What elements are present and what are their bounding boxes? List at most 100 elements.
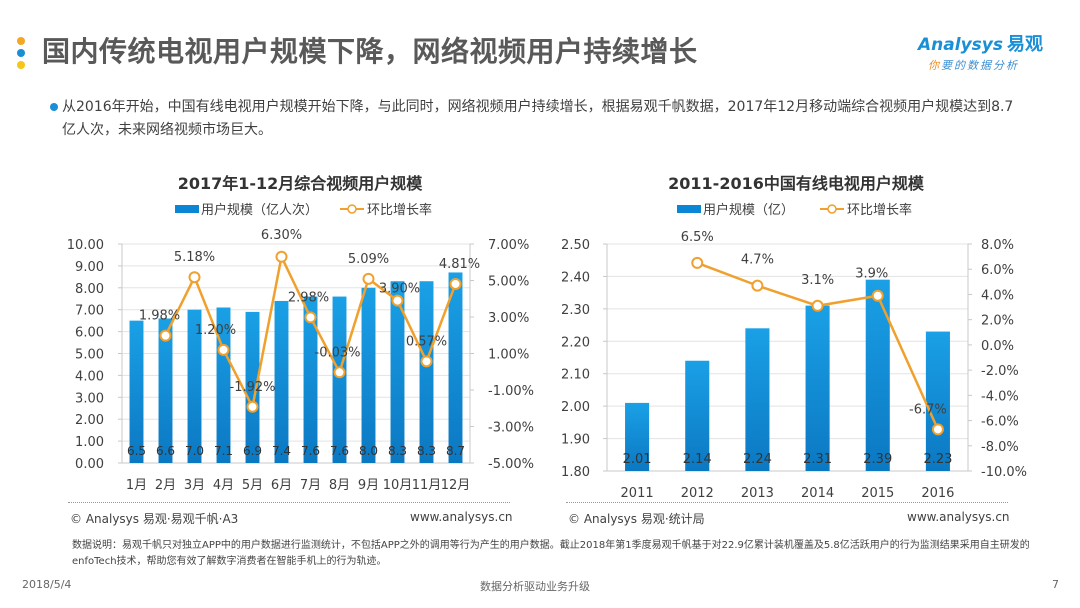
- right-axis-tick-label: 0.0%: [981, 339, 1014, 354]
- x-axis-tick-label: 2016: [921, 486, 954, 501]
- bar-value-label: 8.0: [359, 444, 378, 458]
- footer-date: 2018/5/4: [22, 578, 72, 591]
- left-axis-tick-label: 0.00: [75, 457, 104, 472]
- growth-rate-label: 3.90%: [379, 282, 420, 297]
- right-axis-tick-label: -3.00%: [488, 421, 534, 436]
- dot-yellow: [17, 61, 25, 69]
- analysys-logo: Analysys 易观 你要的数据分析: [918, 30, 1068, 73]
- legend-line-marker: [347, 204, 357, 214]
- right-axis-tick-label: -5.00%: [488, 457, 534, 472]
- x-axis-tick-label: 2013: [741, 486, 774, 501]
- left-axis-tick-label: 9.00: [75, 260, 104, 275]
- left-axis-tick-label: 1.90: [561, 433, 590, 448]
- right-chart-site: www.analysys.cn: [907, 510, 1010, 524]
- x-axis-tick-label: 6月: [271, 478, 292, 493]
- logo-brand-cn: 易观: [1006, 34, 1043, 55]
- growth-rate-point: [246, 400, 259, 413]
- bar: [129, 320, 144, 463]
- right-axis-tick-label: -6.0%: [981, 415, 1019, 430]
- bar: [390, 281, 405, 463]
- legend-line-marker: [827, 204, 837, 214]
- left-axis-tick-label: 2.40: [561, 270, 590, 285]
- growth-rate-point: [333, 366, 346, 379]
- bar-value-label: 7.1: [214, 444, 233, 458]
- page-number: 7: [1052, 578, 1059, 591]
- right-axis-tick-label: 2.0%: [981, 314, 1014, 329]
- x-axis-tick-label: 12月: [441, 478, 471, 493]
- bar: [685, 360, 710, 471]
- logo-brand-name: nalysys: [931, 35, 1003, 55]
- right-chart-source: © Analysys 易观·统计局: [568, 512, 705, 526]
- left-axis-tick-label: 10.00: [67, 238, 104, 253]
- bar-value-label: 2.31: [803, 452, 832, 467]
- bar: [745, 328, 770, 471]
- growth-rate-point: [188, 271, 201, 284]
- growth-rate-point: [391, 294, 404, 307]
- chart-title: 2017年1-12月综合视频用户规模: [178, 174, 424, 193]
- bar-value-label: 7.4: [272, 444, 291, 458]
- x-axis-tick-label: 2012: [681, 486, 714, 501]
- bar-value-label: 7.6: [301, 444, 320, 458]
- left-chart-site: www.analysys.cn: [410, 510, 513, 524]
- legend-bar-label: 用户规模（亿）: [703, 202, 794, 218]
- bar-value-label: 8.3: [388, 444, 407, 458]
- x-axis-tick-label: 4月: [213, 478, 234, 493]
- bar: [419, 281, 434, 463]
- growth-rate-label: 0.57%: [406, 334, 447, 349]
- logo-slogan-first: 你: [928, 59, 941, 72]
- bar: [158, 318, 173, 463]
- growth-rate-label: -0.03%: [315, 345, 361, 360]
- legend-bar-swatch: [677, 205, 701, 213]
- bullet-icon: [50, 103, 58, 111]
- growth-rate-label: -1.92%: [230, 380, 276, 395]
- growth-rate-point: [691, 256, 704, 269]
- x-axis-tick-label: 9月: [358, 478, 379, 493]
- logo-slogan-rest: 要的数据分析: [941, 59, 1019, 72]
- growth-rate-label: 6.5%: [681, 230, 714, 245]
- legend-bar-swatch: [175, 205, 199, 213]
- growth-rate-point: [304, 311, 317, 324]
- summary-text: 从2016年开始，中国有线电视用户规模开始下降，与此同时，网络视频用户持续增长，…: [62, 99, 1014, 138]
- bar-value-label: 6.9: [243, 444, 262, 458]
- legend-line-label: 环比增长率: [367, 202, 432, 218]
- left-axis-tick-label: 4.00: [75, 369, 104, 384]
- right-axis-tick-label: 5.00%: [488, 275, 529, 290]
- growth-rate-point: [449, 277, 462, 290]
- right-axis-tick-label: 6.0%: [981, 263, 1014, 278]
- bar: [332, 296, 347, 463]
- growth-rate-point: [871, 289, 884, 302]
- bar: [274, 300, 289, 463]
- summary-paragraph: 从2016年开始，中国有线电视用户规模开始下降，与此同时，网络视频用户持续增长，…: [50, 96, 1022, 142]
- right-axis-tick-label: -10.0%: [981, 465, 1027, 480]
- logo-slogan: 你要的数据分析: [928, 57, 1068, 73]
- bar: [361, 287, 376, 463]
- bar: [303, 296, 318, 463]
- page-title: 国内传统电视用户规模下降，网络视频用户持续增长: [42, 35, 698, 68]
- left-axis-tick-label: 1.80: [561, 465, 590, 480]
- growth-rate-point: [362, 272, 375, 285]
- growth-rate-label: 5.09%: [348, 252, 389, 267]
- x-axis-tick-label: 1月: [126, 478, 147, 493]
- right-axis-tick-label: -8.0%: [981, 440, 1019, 455]
- growth-rate-label: 3.9%: [855, 267, 888, 282]
- data-note: 数据说明：易观千帆只对独立APP中的用户数据进行监测统计，不包括APP之外的调用…: [72, 540, 1030, 567]
- growth-rate-label: 2.98%: [288, 290, 329, 305]
- left-axis-tick-label: 2.00: [561, 400, 590, 415]
- growth-rate-point: [275, 250, 288, 263]
- left-axis-tick-label: 7.00: [75, 304, 104, 319]
- bar: [865, 279, 890, 471]
- left-axis-tick-label: 2.30: [561, 303, 590, 318]
- growth-rate-point: [159, 329, 172, 342]
- left-chart-divider: [68, 502, 510, 503]
- growth-rate-point: [811, 299, 824, 312]
- logo-brand-prefix: A: [918, 35, 932, 55]
- growth-rate-point: [217, 343, 230, 356]
- dot-orange: [17, 37, 25, 45]
- growth-rate-label: 1.20%: [195, 323, 236, 338]
- bar: [625, 402, 650, 471]
- left-axis-tick-label: 8.00: [75, 282, 104, 297]
- bar: [187, 309, 202, 463]
- x-axis-tick-label: 11月: [412, 478, 442, 493]
